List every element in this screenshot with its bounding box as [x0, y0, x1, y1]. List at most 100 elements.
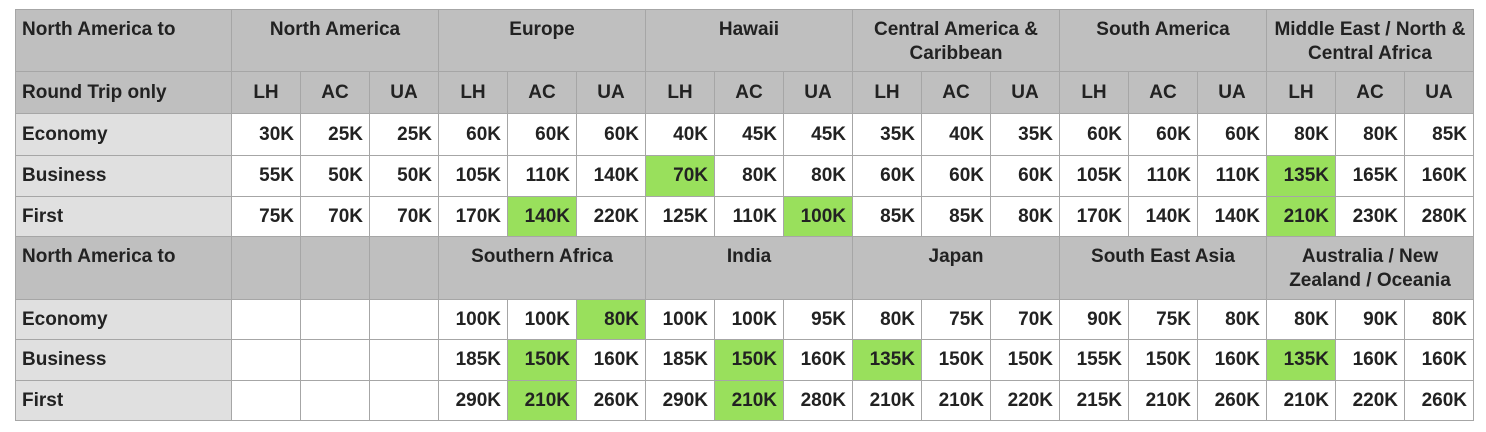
mileage-cell: 125K — [645, 196, 715, 237]
mileage-cell: 60K — [990, 155, 1060, 197]
table-row: First 75K 70K 70K 170K 140K 220K 125K 11… — [15, 196, 1474, 237]
round-trip-label: Round Trip only — [15, 71, 232, 114]
mileage-cell: 160K — [1404, 155, 1474, 197]
mileage-cell: 100K — [507, 299, 577, 340]
mileage-cell: 150K — [990, 339, 1060, 381]
airline-header: LH — [1266, 71, 1336, 114]
empty-header-cell — [300, 236, 370, 300]
table-row: Business 185K 150K 160K 185K 150K 160K 1… — [15, 339, 1474, 381]
empty-cell — [300, 299, 370, 340]
corner-label: North America to — [15, 236, 232, 300]
mileage-cell: 60K — [921, 155, 991, 197]
mileage-cell: 280K — [1404, 196, 1474, 237]
empty-cell — [300, 380, 370, 421]
airline-header: AC — [1335, 71, 1405, 114]
mileage-cell: 80K — [1197, 299, 1267, 340]
airline-header: UA — [783, 71, 853, 114]
mileage-cell: 60K — [507, 113, 577, 156]
mileage-cell: 210K — [852, 380, 922, 421]
table-row: Economy 100K 100K 80K 100K 100K 95K 80K … — [15, 299, 1474, 340]
airline-header: AC — [1128, 71, 1198, 114]
airline-header: LH — [438, 71, 508, 114]
mileage-cell: 80K — [714, 155, 784, 197]
mileage-cell: 55K — [231, 155, 301, 197]
mileage-cell-highlighted: 135K — [1266, 339, 1336, 381]
mileage-cell: 260K — [1404, 380, 1474, 421]
region-header: Middle East / North & Central Africa — [1266, 9, 1474, 72]
mileage-cell: 60K — [1059, 113, 1129, 156]
mileage-cell: 155K — [1059, 339, 1129, 381]
airline-header: UA — [1404, 71, 1474, 114]
mileage-cell-highlighted: 80K — [576, 299, 646, 340]
mileage-cell-highlighted: 210K — [1266, 196, 1336, 237]
mileage-cell: 75K — [921, 299, 991, 340]
mileage-cell: 50K — [300, 155, 370, 197]
mileage-cell: 160K — [1335, 339, 1405, 381]
table-row: Business 55K 50K 50K 105K 110K 140K 70K … — [15, 155, 1474, 197]
mileage-cell: 280K — [783, 380, 853, 421]
mileage-cell: 290K — [645, 380, 715, 421]
mileage-cell: 150K — [1128, 339, 1198, 381]
mileage-cell-highlighted: 140K — [507, 196, 577, 237]
mileage-cell: 70K — [369, 196, 439, 237]
region-header: India — [645, 236, 853, 300]
mileage-cell: 25K — [300, 113, 370, 156]
mileage-cell: 30K — [231, 113, 301, 156]
mileage-cell: 215K — [1059, 380, 1129, 421]
mileage-cell: 60K — [1197, 113, 1267, 156]
mileage-cell: 85K — [1404, 113, 1474, 156]
region-header: Central America & Caribbean — [852, 9, 1060, 72]
mileage-cell-highlighted: 150K — [714, 339, 784, 381]
mileage-cell: 70K — [990, 299, 1060, 340]
mileage-cell: 160K — [783, 339, 853, 381]
airline-header: LH — [231, 71, 301, 114]
mileage-cell: 45K — [714, 113, 784, 156]
mileage-cell-highlighted: 135K — [852, 339, 922, 381]
class-label: Business — [15, 155, 232, 197]
mileage-cell: 40K — [645, 113, 715, 156]
award-chart-table: North America to North America Europe Ha… — [15, 9, 1474, 421]
airline-header: AC — [300, 71, 370, 114]
mileage-cell-highlighted: 210K — [714, 380, 784, 421]
empty-cell — [369, 299, 439, 340]
mileage-cell: 70K — [300, 196, 370, 237]
mileage-cell: 75K — [1128, 299, 1198, 340]
class-label: Economy — [15, 299, 232, 340]
mileage-cell: 85K — [921, 196, 991, 237]
airline-header: UA — [576, 71, 646, 114]
region-header: Hawaii — [645, 9, 853, 72]
table-row: Economy 30K 25K 25K 60K 60K 60K 40K 45K … — [15, 113, 1474, 156]
mileage-cell: 60K — [576, 113, 646, 156]
mileage-cell: 35K — [990, 113, 1060, 156]
table-row: First 290K 210K 260K 290K 210K 280K 210K… — [15, 380, 1474, 421]
region-header: South East Asia — [1059, 236, 1267, 300]
airline-header: AC — [507, 71, 577, 114]
airline-header: UA — [990, 71, 1060, 114]
empty-cell — [369, 339, 439, 381]
mileage-cell-highlighted: 210K — [507, 380, 577, 421]
region-header: South America — [1059, 9, 1267, 72]
mileage-cell: 170K — [1059, 196, 1129, 237]
corner-label: North America to — [15, 9, 232, 72]
mileage-cell-highlighted: 70K — [645, 155, 715, 197]
mileage-cell: 110K — [1197, 155, 1267, 197]
mileage-cell: 40K — [921, 113, 991, 156]
airline-header: LH — [1059, 71, 1129, 114]
mileage-cell: 220K — [1335, 380, 1405, 421]
mileage-cell: 45K — [783, 113, 853, 156]
airline-header-row: Round Trip only LH AC UA LH AC UA LH AC … — [15, 71, 1474, 114]
mileage-cell: 140K — [1128, 196, 1198, 237]
region-header: Southern Africa — [438, 236, 646, 300]
class-label: Business — [15, 339, 232, 381]
empty-header-cell — [231, 236, 301, 300]
mileage-cell: 170K — [438, 196, 508, 237]
mileage-cell: 230K — [1335, 196, 1405, 237]
mileage-cell: 60K — [852, 155, 922, 197]
airline-header: AC — [921, 71, 991, 114]
mileage-cell: 60K — [438, 113, 508, 156]
mileage-cell: 160K — [1197, 339, 1267, 381]
mileage-cell: 185K — [438, 339, 508, 381]
class-label: First — [15, 196, 232, 237]
mileage-cell: 100K — [645, 299, 715, 340]
mileage-cell: 80K — [1266, 299, 1336, 340]
